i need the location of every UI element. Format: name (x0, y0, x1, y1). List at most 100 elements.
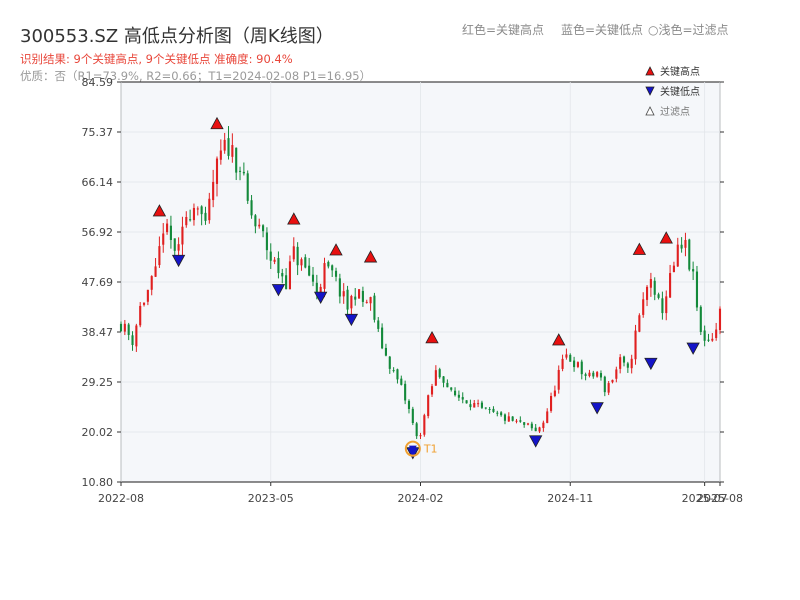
candle-body (561, 358, 564, 369)
x-tick-label: 2025-07 (682, 492, 728, 505)
candle-body (580, 361, 583, 375)
y-tick-label: 75.37 (82, 126, 114, 139)
candle-body (158, 246, 161, 266)
candle-body (300, 259, 303, 266)
candle-body (688, 239, 691, 270)
key-high-marker (363, 250, 378, 263)
candle-body (630, 358, 633, 369)
y-tick-label: 29.25 (82, 376, 114, 389)
candle-body (461, 397, 464, 400)
candle-body (311, 274, 315, 282)
candle-body (265, 232, 268, 251)
candle-body (469, 404, 472, 408)
key-high-marker (287, 212, 301, 225)
x-tick-label: 2023-05 (248, 492, 294, 505)
candle-body (415, 423, 418, 437)
candle-body (542, 422, 545, 429)
candle-body (166, 223, 169, 233)
legend-filtered-icon (645, 106, 655, 116)
candle-body (404, 383, 407, 401)
candle-body (669, 273, 672, 298)
candle-body (146, 289, 149, 302)
y-tick-label: 47.69 (82, 276, 114, 289)
key-low-marker (313, 291, 328, 304)
candle-body (653, 280, 656, 295)
hint-red-high: 红色=关键高点 (462, 23, 545, 37)
candle-body (477, 403, 480, 405)
candle-body (323, 263, 326, 289)
x-tick-label: 2024-02 (398, 492, 444, 505)
candle-body (553, 390, 556, 397)
candle-body (127, 324, 130, 335)
candle-body (177, 244, 180, 251)
candle-body (189, 219, 192, 221)
candle-body (196, 208, 199, 210)
candle-body (327, 261, 330, 267)
t1-ring (404, 440, 421, 457)
candle-body (281, 273, 284, 277)
candle-body (154, 266, 157, 277)
candle-body (215, 158, 219, 184)
candle-body (642, 299, 645, 315)
candle-body (500, 412, 503, 416)
candle-body (695, 271, 699, 308)
candle-body (588, 372, 591, 377)
candle-body (173, 238, 176, 251)
candle-body (285, 275, 288, 290)
candle-body (454, 390, 457, 396)
candle-body (523, 422, 526, 425)
key-low-marker (590, 402, 604, 415)
candle-body (269, 251, 272, 261)
candle-body (596, 372, 599, 377)
candle-body (573, 360, 576, 368)
legend-low-icon (645, 86, 655, 96)
candle-body (262, 225, 265, 232)
candle-body (549, 396, 553, 411)
candle-body (526, 423, 530, 425)
candle-body (139, 305, 142, 326)
candles (119, 126, 722, 439)
candle-body (592, 372, 595, 377)
candle-body (538, 427, 541, 432)
candle-body (292, 246, 295, 260)
candle-body (626, 363, 629, 368)
candle-body (480, 402, 483, 408)
y-tick-label: 38.47 (82, 326, 114, 339)
candle-body (419, 435, 422, 437)
candle-body (123, 323, 126, 332)
candle-body (519, 420, 522, 422)
candle-body (622, 356, 626, 363)
t1-label: T1 (423, 443, 438, 456)
key-low-marker (644, 357, 658, 371)
legend-low-label: 关键低点 (660, 85, 700, 98)
candle-body (515, 420, 518, 422)
candle-body (162, 233, 165, 245)
candle-body (692, 269, 695, 272)
candle-body (430, 386, 434, 395)
candle-body (131, 335, 134, 346)
candle-body (392, 370, 395, 372)
candle-body (365, 301, 368, 303)
candle-body (227, 138, 230, 156)
candle-body (200, 206, 203, 215)
candle-body (488, 409, 491, 411)
candle-body (665, 296, 668, 314)
candle-body (615, 369, 618, 379)
key-low-marker (171, 254, 186, 268)
markers: T1 (152, 116, 700, 460)
candle-body (150, 276, 153, 290)
candle-body (607, 383, 610, 393)
key-low-marker (686, 342, 700, 355)
candle-body (231, 145, 234, 157)
candle-body (354, 296, 357, 300)
candle-body (676, 244, 679, 267)
candle-body (465, 400, 468, 404)
key-low-marker (271, 284, 286, 297)
candle-body (423, 415, 426, 435)
hint-blue-low: 蓝色=关键低点 (561, 23, 644, 37)
candle-body (645, 286, 649, 300)
candle-body (703, 330, 706, 341)
candle-body (377, 320, 380, 329)
legend-high-icon (645, 66, 655, 76)
